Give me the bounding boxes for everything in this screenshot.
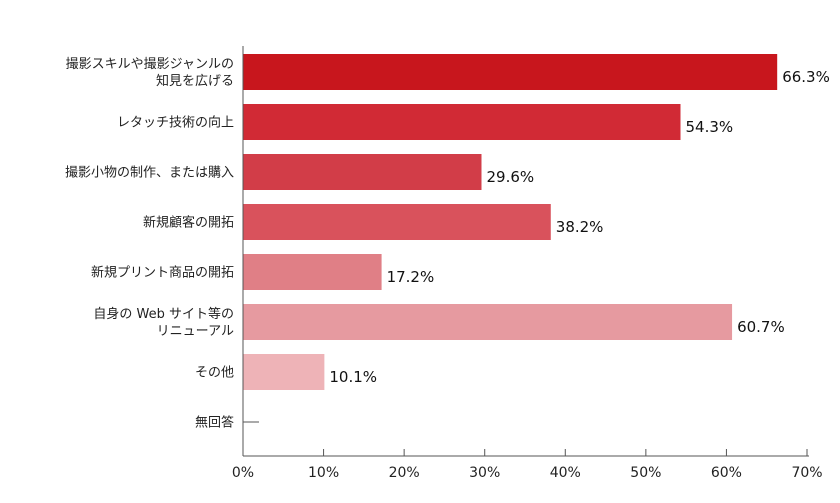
category-label-5-1: リニューアル: [157, 324, 234, 339]
bar-2: [243, 154, 482, 190]
x-tick-label-5: 50%: [630, 465, 661, 481]
x-tick-label-3: 30%: [469, 465, 500, 481]
category-labels: 撮影スキルや撮影ジャンルの知見を広げるレタッチ技術の向上撮影小物の制作、または購…: [65, 56, 234, 431]
category-label-6-0: その他: [195, 366, 234, 381]
category-label-1-0: レタッチ技術の向上: [117, 115, 234, 131]
value-label-1: 54.3%: [686, 118, 734, 136]
x-tick-label-0: 0%: [232, 465, 254, 481]
bar-0: [243, 54, 778, 90]
bar-6: [243, 354, 325, 390]
value-label-5: 60.7%: [737, 318, 785, 336]
bar-4: [243, 254, 382, 290]
x-tick-label-4: 40%: [550, 465, 581, 481]
x-tick-label-6: 60%: [711, 465, 742, 481]
category-label-0-1: 知見を広げる: [156, 73, 234, 89]
value-label-4: 17.2%: [387, 268, 435, 286]
x-tick-label-2: 20%: [389, 465, 420, 481]
category-label-7-0: 無回答: [195, 415, 234, 431]
bar-3: [243, 204, 551, 240]
x-tick-label-1: 10%: [308, 465, 339, 481]
value-label-2: 29.6%: [486, 168, 534, 186]
x-tick-label-7: 70%: [791, 465, 822, 481]
bars-layer: [243, 54, 778, 423]
category-label-5-0: 自身の Web サイト等の: [93, 306, 234, 322]
category-label-3-0: 新規顧客の開拓: [143, 215, 234, 231]
bar-1: [243, 104, 681, 140]
value-label-0: 66.3%: [782, 68, 830, 86]
value-label-3: 38.2%: [556, 218, 604, 236]
value-label-6: 10.1%: [329, 368, 377, 386]
category-label-2-0: 撮影小物の制作、または購入: [65, 165, 234, 181]
category-label-4-0: 新規プリント商品の開拓: [91, 265, 234, 281]
axes: 0% 10% 20% 30% 40% 50% 60% 70%: [232, 46, 823, 481]
category-label-0-0: 撮影スキルや撮影ジャンルの: [66, 56, 234, 72]
bar-5: [243, 304, 733, 340]
value-labels: 66.3% 54.3% 29.6% 38.2% 17.2% 60.7% 10.1%: [329, 68, 829, 386]
